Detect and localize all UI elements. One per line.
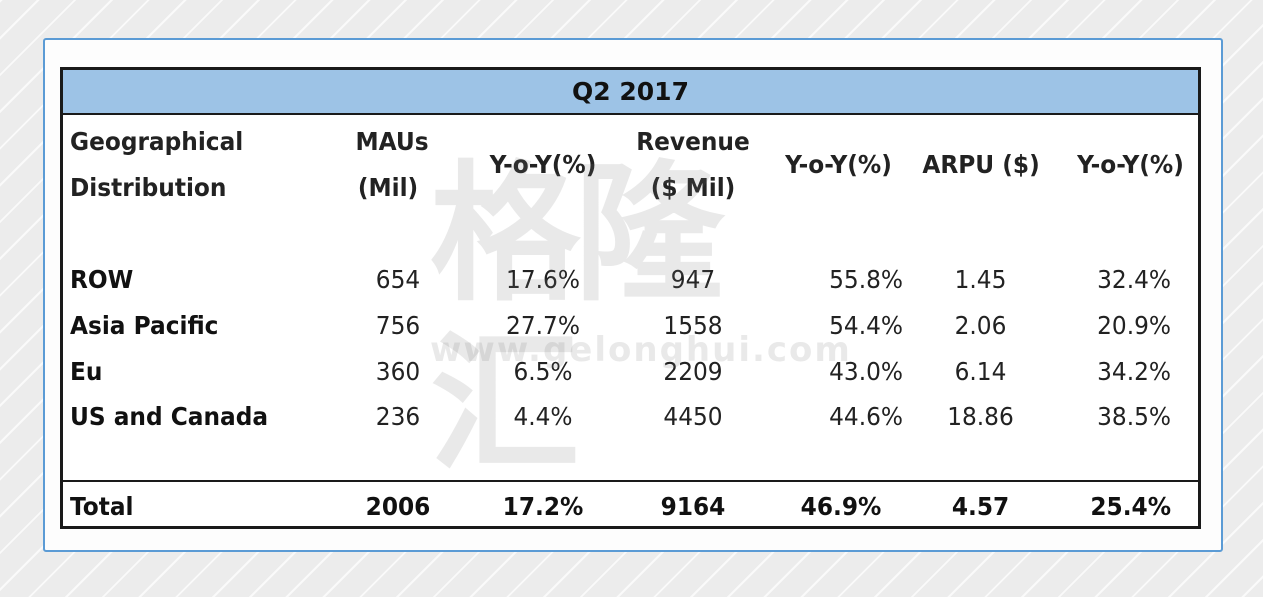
row-maus-yoy: 27.7%: [506, 311, 580, 340]
row-maus: 360: [375, 357, 421, 386]
row-revenue-yoy: 43.0%: [829, 357, 903, 386]
row-arpu-yoy: 34.2%: [1097, 357, 1171, 386]
row-maus-yoy: 17.6%: [506, 265, 580, 294]
row-revenue: 4450: [663, 402, 723, 431]
header-yoy-arpu: Y-o-Y(%): [1077, 150, 1184, 179]
total-maus-yoy: 17.2%: [502, 492, 584, 521]
row-arpu-yoy: 32.4%: [1097, 265, 1171, 294]
header-yoy-maus: Y-o-Y(%): [489, 150, 597, 179]
row-revenue: 2209: [663, 357, 723, 386]
data-table: Q2 2017 Geographical Distribution MAUs (…: [60, 67, 1201, 529]
header-yoy-revenue: Y-o-Y(%): [785, 150, 892, 179]
row-arpu-yoy: 20.9%: [1097, 311, 1171, 340]
header-maus-line1: MAUs: [355, 127, 429, 156]
row-maus: 756: [375, 311, 421, 340]
row-region: US and Canada: [70, 402, 269, 431]
total-label: Total: [70, 492, 134, 521]
header-geo-line2: Distribution: [70, 173, 227, 202]
row-revenue: 1558: [663, 311, 723, 340]
header-revenue-line1: Revenue: [636, 127, 750, 156]
header-revenue-line2: ($ Mil): [650, 173, 736, 202]
header-arpu: ARPU ($): [922, 150, 1040, 179]
row-arpu-yoy: 38.5%: [1097, 402, 1171, 431]
row-arpu: 18.86: [947, 402, 1014, 431]
table-title: Q2 2017: [63, 70, 1198, 115]
header-geo-line1: Geographical: [70, 127, 244, 156]
total-arpu: 4.57: [951, 492, 1010, 521]
row-region: ROW: [70, 265, 134, 294]
row-arpu: 6.14: [954, 357, 1007, 386]
row-region: Eu: [70, 357, 103, 386]
total-revenue: 9164: [660, 492, 726, 521]
total-revenue-yoy: 46.9%: [800, 492, 882, 521]
header-maus-line2: (Mil): [357, 173, 419, 202]
row-arpu: 2.06: [954, 311, 1007, 340]
row-maus: 654: [375, 265, 421, 294]
total-divider: [63, 480, 1198, 482]
row-arpu: 1.45: [954, 265, 1007, 294]
total-maus: 2006: [365, 492, 431, 521]
row-revenue-yoy: 55.8%: [829, 265, 903, 294]
row-region: Asia Pacific: [70, 311, 219, 340]
row-revenue: 947: [670, 265, 716, 294]
row-revenue-yoy: 54.4%: [829, 311, 903, 340]
total-arpu-yoy: 25.4%: [1090, 492, 1171, 521]
row-maus-yoy: 6.5%: [513, 357, 573, 386]
row-revenue-yoy: 44.6%: [829, 402, 903, 431]
row-maus-yoy: 4.4%: [513, 402, 573, 431]
row-maus: 236: [375, 402, 421, 431]
